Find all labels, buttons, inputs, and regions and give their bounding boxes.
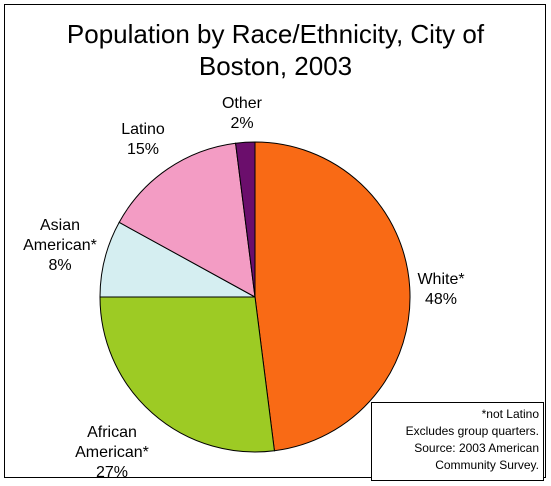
pie-slice-african-american [99,296,275,453]
slice-label-african-american-pct: 27% [95,464,129,481]
note-line-3: Source: 2003 American [414,441,539,455]
pie-slice-latino [118,142,256,298]
chart-title-line-2: Boston, 2003 [198,51,353,81]
slice-label-latino-pct: 15% [126,141,160,158]
slice-label-asian-american-line-2: American* [23,237,97,254]
slice-label-latino: Latino 15% [108,120,178,160]
slice-label-white-pct: 48% [424,291,458,308]
pie-slice-other [235,141,256,298]
chart-frame [4,4,546,478]
chart-title-line-1: Population by Race/Ethnicity, City of [66,19,485,49]
slice-label-asian-american-line-1: Asian [39,217,81,234]
slice-label-african-american-line-2: American* [75,444,149,461]
source-note-box: *not Latino Excludes group quarters. Sou… [371,402,544,481]
note-line-2: Excludes group quarters. [405,424,539,438]
chart-title: Population by Race/Ethnicity, City of Bo… [0,18,551,82]
slice-label-other-pct: 2% [230,115,254,132]
note-line-1: *not Latino [481,407,539,421]
note-line-4: Community Survey. [435,458,539,472]
slice-label-other: Other 2% [208,94,276,134]
slice-label-african-american-line-1: African [87,424,137,441]
slice-label-latino-name: Latino [121,121,165,138]
slice-label-asian-american: Asian American* 8% [8,216,112,276]
slice-label-white: White* 48% [407,270,475,310]
pie-slice-white [254,141,411,452]
slice-label-white-name: White* [417,271,465,288]
slice-label-asian-american-pct: 8% [48,257,72,274]
slice-label-other-name: Other [221,95,262,112]
slice-label-african-american: African American* 27% [60,423,164,483]
